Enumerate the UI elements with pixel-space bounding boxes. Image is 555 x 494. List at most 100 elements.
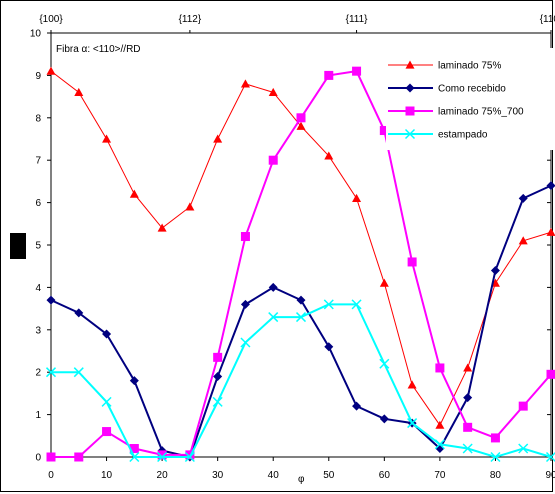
y-tick-label: 2 [35, 368, 41, 379]
data-point [45, 367, 57, 378]
data-point [463, 422, 473, 432]
series-como-recebido [46, 181, 555, 462]
data-point [157, 450, 167, 460]
data-point [434, 439, 445, 450]
data-point [435, 363, 445, 373]
data-point [46, 452, 56, 462]
y-tick-label: 1 [35, 410, 41, 421]
data-point [268, 312, 279, 323]
x-tick-label: 0 [48, 470, 54, 481]
data-point [407, 418, 418, 429]
data-point [129, 444, 139, 454]
data-point [352, 66, 362, 76]
x-tick-label: 10 [101, 470, 113, 481]
chart-annotation: Fibra α: <110>//RD [56, 44, 141, 55]
x-tick-label: 90 [545, 470, 555, 481]
top-orientation-label: {110} [540, 14, 555, 25]
y-tick-label: 5 [35, 241, 41, 252]
data-point [268, 87, 278, 96]
data-point [324, 342, 334, 352]
top-orientation-label: {100} [39, 14, 63, 25]
legend-entry: Como recebido [388, 83, 506, 95]
data-point [352, 401, 362, 411]
data-point [46, 295, 56, 305]
series-laminado-75-700 [46, 66, 555, 462]
data-point [129, 376, 139, 386]
legend-swatch-marker [405, 106, 415, 116]
legend-entry: laminado 75%_700 [388, 106, 524, 118]
data-point [184, 451, 195, 463]
legend-label: laminado 75% [438, 61, 501, 72]
data-point [490, 265, 500, 275]
legend-swatch-marker [405, 83, 415, 93]
y-tick-label: 0 [35, 453, 41, 464]
data-point [129, 189, 139, 198]
data-point [546, 227, 555, 236]
data-point [324, 70, 334, 80]
legend-swatch-marker [404, 128, 416, 140]
data-point [296, 295, 306, 305]
y-tick-label: 10 [30, 29, 42, 40]
data-point [546, 181, 555, 191]
series-estampado [45, 299, 555, 463]
data-point [296, 113, 306, 123]
data-point [268, 282, 278, 292]
data-point [379, 126, 389, 136]
data-point [240, 79, 250, 88]
data-point [73, 367, 84, 378]
data-point [102, 427, 112, 437]
top-orientation-label: {111} [346, 14, 369, 25]
y-tick-label: 8 [35, 113, 41, 124]
data-point [46, 66, 56, 75]
legend-label: estampado [438, 130, 488, 141]
data-point [296, 121, 306, 130]
data-point [463, 363, 473, 372]
data-point [129, 451, 140, 463]
x-tick-label: 80 [490, 470, 502, 481]
data-point [518, 443, 529, 454]
data-point [213, 352, 223, 362]
data-point [157, 223, 167, 232]
y-axis-label-box [10, 233, 26, 259]
data-point [240, 337, 251, 348]
x-tick-label: 20 [157, 470, 169, 481]
data-point [379, 414, 389, 424]
data-point [240, 232, 250, 242]
x-tick-label: 70 [434, 470, 446, 481]
data-point [324, 151, 334, 160]
data-point [74, 308, 84, 318]
y-tick-label: 4 [35, 283, 41, 294]
y-tick-label: 6 [35, 198, 41, 209]
data-point [212, 396, 223, 407]
x-tick-label: 30 [212, 470, 224, 481]
chart-legend: laminado 75% Como recebido laminado 75%_70… [386, 48, 554, 150]
data-point [295, 312, 307, 323]
data-point [379, 278, 389, 287]
data-point [240, 299, 250, 309]
data-point [490, 451, 501, 463]
x-tick-label: 60 [379, 470, 391, 481]
data-point [74, 452, 84, 462]
top-orientation-labels: {100} {112} {111} {110} [39, 14, 555, 33]
x-tick-label: 40 [268, 470, 280, 481]
legend-label: laminado 75%_700 [438, 107, 524, 118]
data-point [74, 87, 84, 96]
data-point [352, 193, 362, 202]
data-point [102, 134, 112, 143]
data-point [518, 193, 528, 203]
y-tick-label: 7 [35, 156, 41, 167]
data-point [435, 420, 445, 429]
legend-entry: laminado 75% [388, 60, 501, 72]
data-point [213, 134, 223, 143]
legend-entry: estampado [388, 128, 488, 141]
data-point [462, 443, 473, 454]
data-point [351, 299, 362, 310]
data-point [185, 202, 195, 211]
top-orientation-label: {112} [179, 14, 202, 25]
data-point [102, 329, 112, 339]
data-point [518, 401, 528, 411]
x-axis-ticks: 0 10 20 30 40 50 60 70 80 90 [48, 457, 555, 481]
data-point [101, 396, 112, 407]
data-point [407, 257, 417, 267]
